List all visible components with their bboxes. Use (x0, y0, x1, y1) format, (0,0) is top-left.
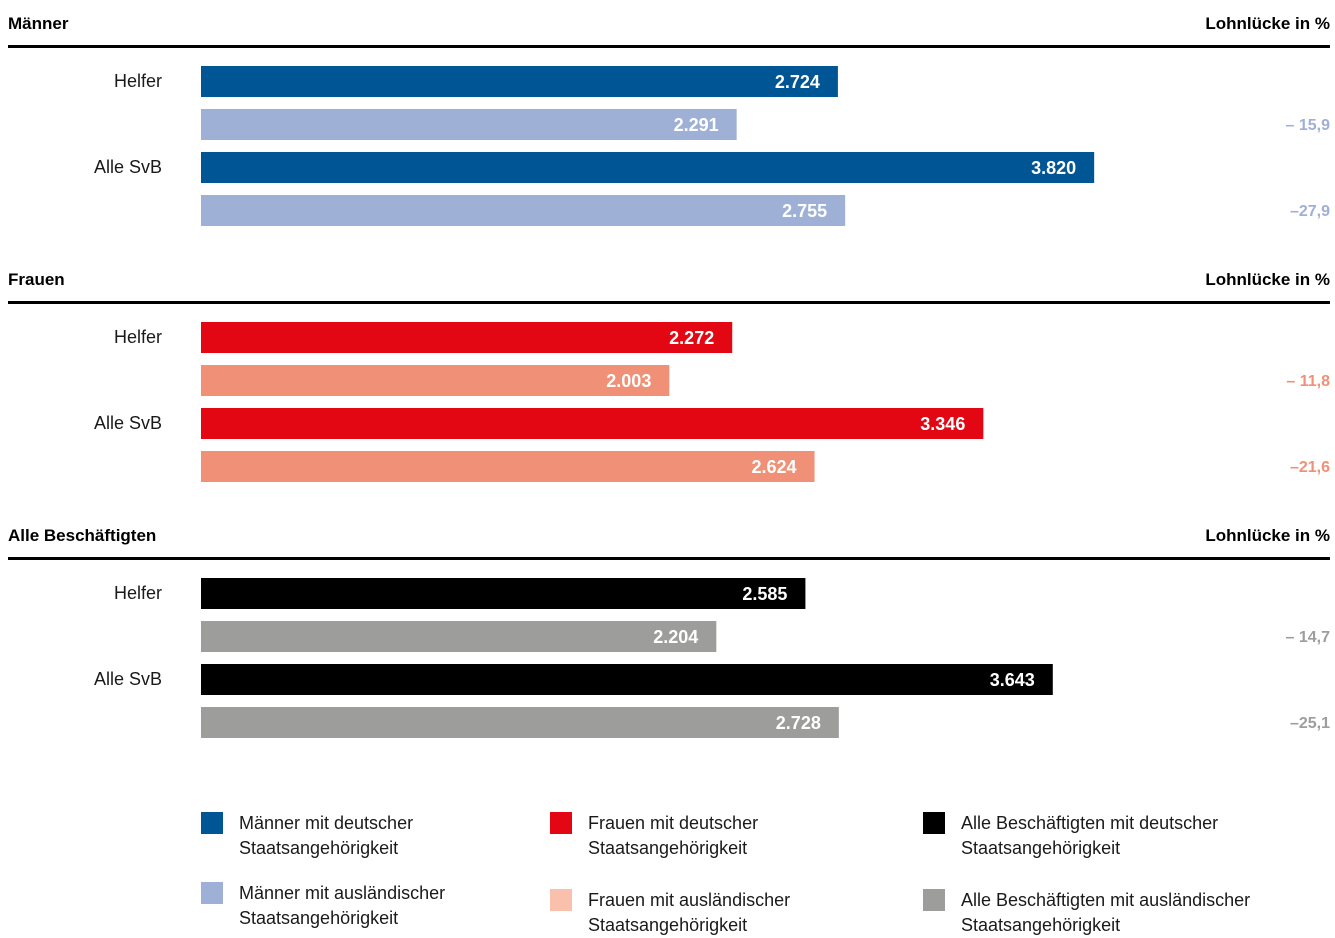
bar-value-label: 2.728 (776, 713, 821, 733)
bar-alle-beschäftigten-helfer-0 (201, 578, 806, 609)
bar-alle-beschäftigten-alle-svb-0 (201, 664, 1053, 695)
gap-value-label: – 15,9 (1286, 117, 1331, 134)
panel-title-männer: Männer (8, 14, 69, 33)
gap-header-männer: Lohnlücke in % (1205, 14, 1330, 33)
panel-rule-frauen (8, 301, 1330, 304)
bar-alle-beschäftigten-helfer-1 (201, 621, 717, 652)
category-label-helfer: Helfer (114, 71, 162, 91)
panel-rule-männer (8, 45, 1330, 48)
panel-rule-alle-beschäftigten (8, 557, 1330, 560)
gap-value-label: –27,9 (1290, 203, 1330, 220)
bar-value-label: 2.585 (742, 584, 787, 604)
bar-value-label: 2.204 (653, 627, 698, 647)
gap-value-label: – 14,7 (1286, 629, 1331, 646)
category-label-helfer: Helfer (114, 327, 162, 347)
category-label-alle-svb: Alle SvB (94, 669, 162, 689)
bar-frauen-helfer-1 (201, 365, 670, 396)
bar-value-label: 2.755 (782, 201, 827, 221)
bar-value-label: 2.272 (669, 328, 714, 348)
bar-frauen-alle-svb-0 (201, 408, 984, 439)
bar-männer-alle-svb-1 (201, 195, 846, 226)
category-label-alle-svb: Alle SvB (94, 413, 162, 433)
bar-value-label: 2.291 (674, 115, 719, 135)
category-label-helfer: Helfer (114, 583, 162, 603)
category-label-alle-svb: Alle SvB (94, 157, 162, 177)
bar-value-label: 3.820 (1031, 158, 1076, 178)
bar-value-label: 2.003 (606, 371, 651, 391)
bar-männer-helfer-0 (201, 66, 838, 97)
panel-title-alle-beschäftigten: Alle Beschäftigten (8, 526, 156, 545)
gap-value-label: –21,6 (1290, 459, 1330, 476)
bar-value-label: 2.624 (751, 457, 796, 477)
bar-value-label: 2.724 (775, 72, 820, 92)
gap-header-alle-beschäftigten: Lohnlücke in % (1205, 526, 1330, 545)
bar-männer-alle-svb-0 (201, 152, 1095, 183)
bar-frauen-helfer-0 (201, 322, 733, 353)
panel-title-frauen: Frauen (8, 270, 65, 289)
gap-value-label: – 11,8 (1286, 373, 1330, 390)
bar-frauen-alle-svb-1 (201, 451, 815, 482)
bar-männer-helfer-1 (201, 109, 737, 140)
bar-value-label: 3.643 (990, 670, 1035, 690)
gap-header-frauen: Lohnlücke in % (1205, 270, 1330, 289)
gap-value-label: –25,1 (1290, 715, 1330, 732)
bar-value-label: 3.346 (920, 414, 965, 434)
bar-alle-beschäftigten-alle-svb-1 (201, 707, 839, 738)
